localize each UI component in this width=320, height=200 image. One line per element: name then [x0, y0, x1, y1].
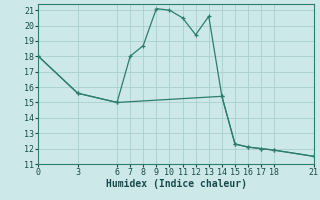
X-axis label: Humidex (Indice chaleur): Humidex (Indice chaleur) [106, 179, 246, 189]
